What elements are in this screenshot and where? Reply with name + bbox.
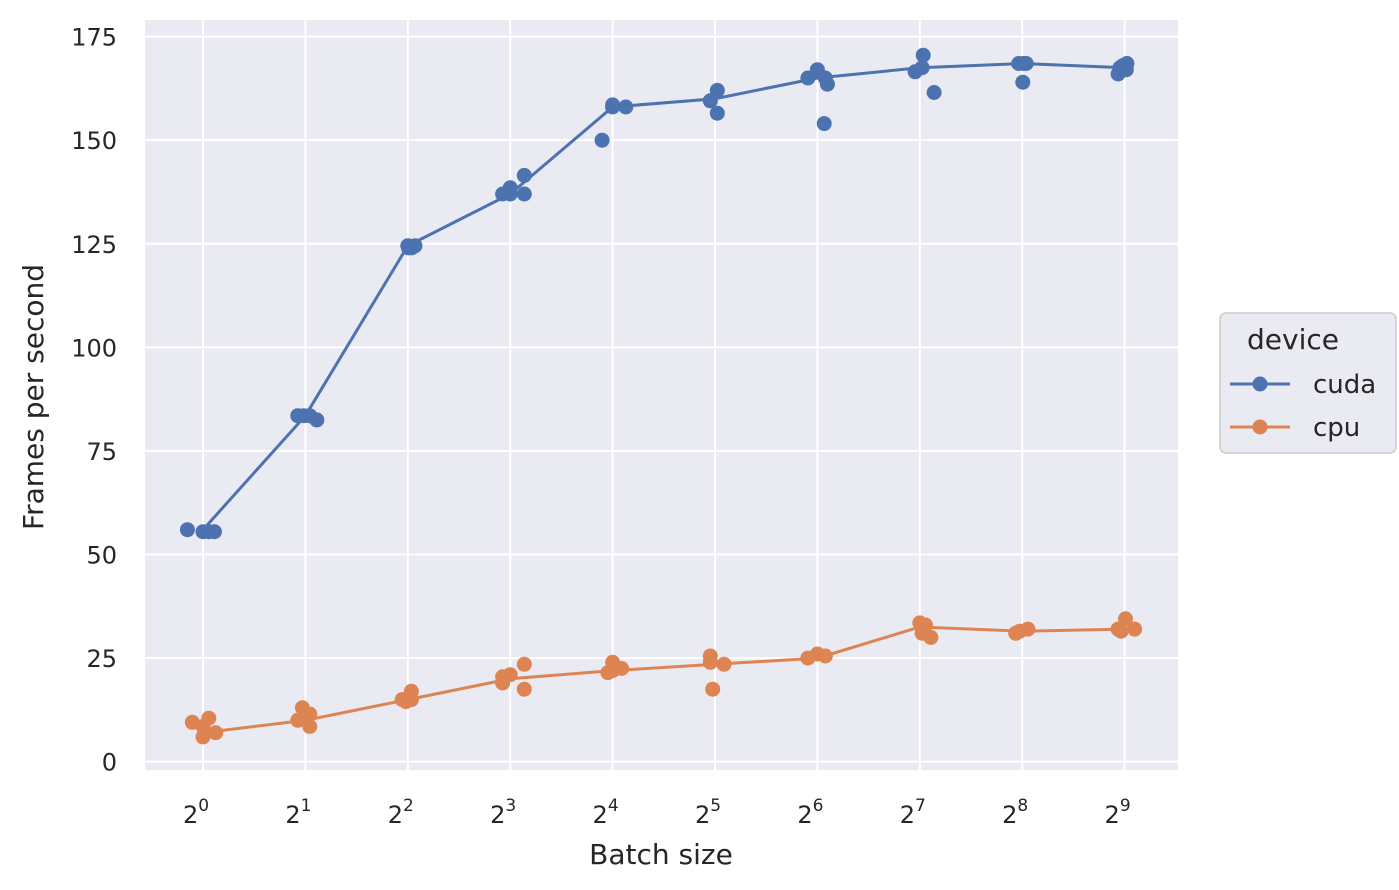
data-point-cpu [516, 681, 532, 697]
x-tick-label: 23 [490, 796, 516, 829]
legend: device cuda cpu [1219, 312, 1397, 454]
data-point-cuda [407, 238, 423, 254]
data-point-cpu [290, 712, 306, 728]
data-point-cuda [1015, 74, 1031, 90]
x-tick-exponent: 3 [505, 796, 516, 816]
y-axis-label: Frames per second [17, 264, 50, 530]
data-point-cuda [516, 186, 532, 202]
data-point-cpu [403, 692, 419, 708]
x-tick-exponent: 4 [608, 796, 619, 816]
grid [145, 20, 1178, 770]
data-point-cpu [614, 661, 630, 676]
data-point-cpu [705, 681, 721, 697]
data-point-cuda [1018, 56, 1034, 71]
data-point-cuda [915, 47, 931, 63]
data-point-cuda [618, 99, 634, 115]
x-tick-exponent: 5 [710, 796, 721, 816]
data-point-cuda [914, 60, 930, 76]
x-tick-label: 21 [285, 796, 311, 829]
data-point-cpu [516, 656, 532, 672]
x-tick-exponent: 0 [198, 796, 209, 816]
data-point-cuda [516, 167, 532, 183]
series-line-cuda [201, 61, 1125, 531]
y-tick-label: 0 [102, 749, 117, 777]
y-tick-label: 100 [71, 334, 117, 362]
data-point-cpu [1118, 611, 1133, 627]
x-tick-label: 22 [388, 796, 414, 829]
y-tick-label: 150 [71, 127, 117, 155]
legend-items: cuda cpu [1230, 370, 1376, 443]
x-tick-label: 29 [1105, 796, 1131, 829]
y-tick-label: 75 [86, 438, 117, 466]
series-cpu [184, 611, 1143, 745]
series-cuda [179, 47, 1135, 540]
data-point-cpu [195, 719, 211, 734]
x-tick-base: 2 [1002, 801, 1017, 829]
data-point-cpu [208, 725, 224, 741]
y-tick-labels: 0 25 50 75 100 125 150 175 [71, 24, 117, 777]
legend-title: device [1247, 323, 1339, 356]
data-point-cpu [1127, 621, 1143, 637]
legend-label-cuda: cuda [1313, 370, 1376, 400]
x-tick-label: 25 [695, 796, 721, 829]
x-tick-base: 2 [388, 801, 403, 829]
x-tick-label: 26 [797, 796, 823, 829]
x-tick-label: 24 [593, 796, 619, 829]
x-tick-base: 2 [1105, 801, 1120, 829]
x-tick-base: 2 [183, 801, 198, 829]
data-point-cuda [594, 132, 610, 148]
x-tick-exponent: 2 [403, 796, 414, 816]
x-tick-base: 2 [593, 801, 608, 829]
x-tick-labels: 20 21 22 23 24 25 26 27 28 29 [183, 796, 1131, 829]
data-point-cpu [817, 648, 833, 664]
data-point-cuda [502, 180, 518, 196]
data-point-cpu [1113, 623, 1129, 639]
x-tick-exponent: 6 [813, 796, 824, 816]
x-tick-label: 20 [183, 796, 209, 829]
y-tick-label: 25 [86, 645, 117, 673]
data-point-cuda [605, 97, 621, 113]
data-point-cpu [1020, 621, 1036, 637]
data-point-cpu [600, 665, 616, 681]
x-tick-base: 2 [490, 801, 505, 829]
x-tick-label: 28 [1002, 796, 1028, 829]
legend-frame [1219, 312, 1397, 454]
x-tick-exponent: 8 [1017, 796, 1028, 816]
x-tick-base: 2 [797, 801, 812, 829]
data-point-cpu [195, 729, 211, 745]
data-point-cpu [702, 654, 718, 670]
legend-label-cpu: cpu [1313, 413, 1360, 443]
x-tick-exponent: 1 [301, 796, 312, 816]
x-tick-base: 2 [285, 801, 300, 829]
data-point-cuda [816, 116, 832, 132]
data-point-cuda [819, 76, 835, 92]
data-point-cpu [716, 656, 732, 672]
data-point-cuda [709, 82, 725, 98]
series-line-cpu [202, 625, 1125, 735]
legend-marker-cpu [1252, 419, 1268, 435]
y-tick-label: 125 [71, 231, 117, 259]
x-tick-label: 27 [900, 796, 926, 829]
x-axis-label: Batch size [589, 838, 733, 871]
x-tick-exponent: 7 [915, 796, 926, 816]
data-point-cpu [302, 719, 318, 734]
series-layer [179, 47, 1143, 745]
data-point-cuda [926, 85, 942, 100]
y-tick-label: 50 [86, 542, 117, 570]
legend-marker-cuda [1252, 376, 1268, 392]
data-point-cuda [179, 522, 195, 538]
data-point-cuda [309, 412, 325, 428]
data-point-cuda [709, 105, 725, 121]
data-point-cuda [206, 524, 222, 540]
data-point-cuda [1119, 56, 1135, 71]
x-tick-base: 2 [900, 801, 915, 829]
data-point-cpu [502, 667, 518, 683]
data-point-cpu [923, 629, 939, 645]
y-tick-label: 175 [71, 24, 117, 52]
data-point-cpu [302, 706, 318, 722]
x-tick-base: 2 [695, 801, 710, 829]
x-tick-exponent: 9 [1120, 796, 1131, 816]
